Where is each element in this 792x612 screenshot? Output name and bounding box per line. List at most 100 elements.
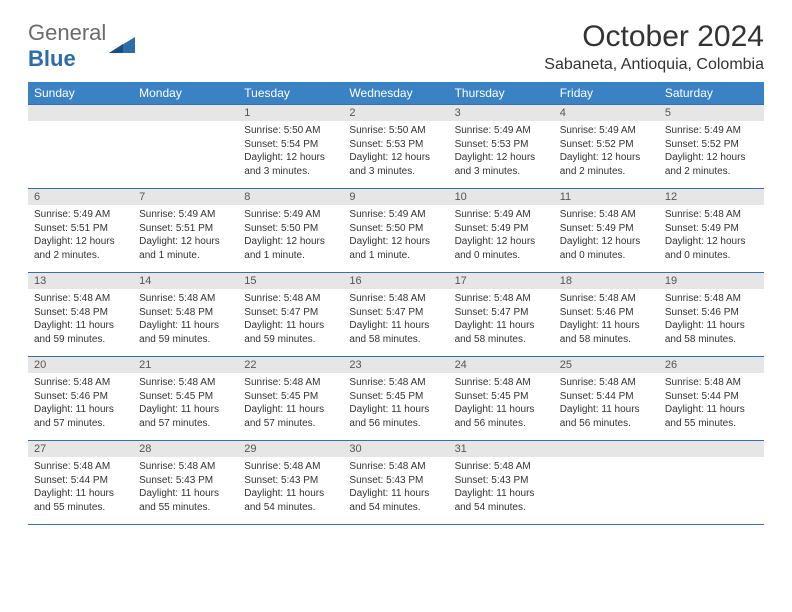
calendar-cell: 11Sunrise: 5:48 AMSunset: 5:49 PMDayligh… [554, 189, 659, 273]
calendar-cell: 13Sunrise: 5:48 AMSunset: 5:48 PMDayligh… [28, 273, 133, 357]
calendar-week: 27Sunrise: 5:48 AMSunset: 5:44 PMDayligh… [28, 441, 764, 525]
day-number: 1 [238, 105, 343, 121]
day-number: 31 [449, 441, 554, 457]
calendar-cell: 20Sunrise: 5:48 AMSunset: 5:46 PMDayligh… [28, 357, 133, 441]
day-number: 4 [554, 105, 659, 121]
calendar-cell: 31Sunrise: 5:48 AMSunset: 5:43 PMDayligh… [449, 441, 554, 525]
day-details: Sunrise: 5:48 AMSunset: 5:43 PMDaylight:… [343, 457, 448, 518]
calendar-week: 6Sunrise: 5:49 AMSunset: 5:51 PMDaylight… [28, 189, 764, 273]
day-number: 21 [133, 357, 238, 373]
calendar-cell: 17Sunrise: 5:48 AMSunset: 5:47 PMDayligh… [449, 273, 554, 357]
day-details: Sunrise: 5:48 AMSunset: 5:43 PMDaylight:… [449, 457, 554, 518]
calendar-cell [554, 441, 659, 525]
calendar-cell: 4Sunrise: 5:49 AMSunset: 5:52 PMDaylight… [554, 105, 659, 189]
header: General Blue October 2024 Sabaneta, Anti… [28, 20, 764, 74]
day-number: 14 [133, 273, 238, 289]
day-number [28, 105, 133, 121]
day-details: Sunrise: 5:48 AMSunset: 5:45 PMDaylight:… [343, 373, 448, 434]
calendar-cell [133, 105, 238, 189]
day-number [133, 105, 238, 121]
day-details: Sunrise: 5:49 AMSunset: 5:49 PMDaylight:… [449, 205, 554, 266]
day-number: 30 [343, 441, 448, 457]
day-number: 10 [449, 189, 554, 205]
calendar-cell [28, 105, 133, 189]
day-header: Saturday [659, 82, 764, 105]
calendar-cell: 25Sunrise: 5:48 AMSunset: 5:44 PMDayligh… [554, 357, 659, 441]
day-number: 25 [554, 357, 659, 373]
day-number [554, 441, 659, 457]
brand-word1: General [28, 20, 106, 45]
day-details: Sunrise: 5:48 AMSunset: 5:45 PMDaylight:… [238, 373, 343, 434]
day-details: Sunrise: 5:49 AMSunset: 5:51 PMDaylight:… [28, 205, 133, 266]
day-header: Monday [133, 82, 238, 105]
day-details: Sunrise: 5:49 AMSunset: 5:53 PMDaylight:… [449, 121, 554, 182]
day-details: Sunrise: 5:48 AMSunset: 5:44 PMDaylight:… [659, 373, 764, 434]
day-number: 2 [343, 105, 448, 121]
day-number: 26 [659, 357, 764, 373]
brand-triangle-icon [109, 35, 139, 57]
calendar-cell: 30Sunrise: 5:48 AMSunset: 5:43 PMDayligh… [343, 441, 448, 525]
day-header-row: SundayMondayTuesdayWednesdayThursdayFrid… [28, 82, 764, 105]
calendar-week: 1Sunrise: 5:50 AMSunset: 5:54 PMDaylight… [28, 105, 764, 189]
month-title: October 2024 [544, 20, 764, 54]
calendar-cell: 29Sunrise: 5:48 AMSunset: 5:43 PMDayligh… [238, 441, 343, 525]
day-number: 9 [343, 189, 448, 205]
calendar-cell: 1Sunrise: 5:50 AMSunset: 5:54 PMDaylight… [238, 105, 343, 189]
calendar-cell: 15Sunrise: 5:48 AMSunset: 5:47 PMDayligh… [238, 273, 343, 357]
day-details: Sunrise: 5:49 AMSunset: 5:51 PMDaylight:… [133, 205, 238, 266]
day-number: 24 [449, 357, 554, 373]
day-details: Sunrise: 5:49 AMSunset: 5:50 PMDaylight:… [238, 205, 343, 266]
day-number: 3 [449, 105, 554, 121]
calendar-cell: 24Sunrise: 5:48 AMSunset: 5:45 PMDayligh… [449, 357, 554, 441]
calendar-cell: 19Sunrise: 5:48 AMSunset: 5:46 PMDayligh… [659, 273, 764, 357]
calendar-cell [659, 441, 764, 525]
day-number [659, 441, 764, 457]
calendar-cell: 3Sunrise: 5:49 AMSunset: 5:53 PMDaylight… [449, 105, 554, 189]
day-header: Friday [554, 82, 659, 105]
calendar-cell: 16Sunrise: 5:48 AMSunset: 5:47 PMDayligh… [343, 273, 448, 357]
day-details: Sunrise: 5:48 AMSunset: 5:46 PMDaylight:… [28, 373, 133, 434]
calendar-cell: 27Sunrise: 5:48 AMSunset: 5:44 PMDayligh… [28, 441, 133, 525]
day-details: Sunrise: 5:49 AMSunset: 5:52 PMDaylight:… [659, 121, 764, 182]
day-details: Sunrise: 5:48 AMSunset: 5:46 PMDaylight:… [659, 289, 764, 350]
day-number: 23 [343, 357, 448, 373]
day-number: 19 [659, 273, 764, 289]
day-details: Sunrise: 5:48 AMSunset: 5:43 PMDaylight:… [238, 457, 343, 518]
day-details: Sunrise: 5:48 AMSunset: 5:47 PMDaylight:… [449, 289, 554, 350]
day-details: Sunrise: 5:48 AMSunset: 5:45 PMDaylight:… [133, 373, 238, 434]
day-number: 28 [133, 441, 238, 457]
day-number: 6 [28, 189, 133, 205]
calendar-week: 20Sunrise: 5:48 AMSunset: 5:46 PMDayligh… [28, 357, 764, 441]
day-details: Sunrise: 5:48 AMSunset: 5:49 PMDaylight:… [554, 205, 659, 266]
calendar-cell: 6Sunrise: 5:49 AMSunset: 5:51 PMDaylight… [28, 189, 133, 273]
day-number: 11 [554, 189, 659, 205]
day-header: Sunday [28, 82, 133, 105]
day-details: Sunrise: 5:48 AMSunset: 5:44 PMDaylight:… [554, 373, 659, 434]
day-details: Sunrise: 5:48 AMSunset: 5:49 PMDaylight:… [659, 205, 764, 266]
day-details: Sunrise: 5:48 AMSunset: 5:48 PMDaylight:… [133, 289, 238, 350]
day-number: 17 [449, 273, 554, 289]
day-details: Sunrise: 5:48 AMSunset: 5:45 PMDaylight:… [449, 373, 554, 434]
day-number: 16 [343, 273, 448, 289]
calendar-cell: 12Sunrise: 5:48 AMSunset: 5:49 PMDayligh… [659, 189, 764, 273]
calendar-cell: 14Sunrise: 5:48 AMSunset: 5:48 PMDayligh… [133, 273, 238, 357]
day-details: Sunrise: 5:48 AMSunset: 5:46 PMDaylight:… [554, 289, 659, 350]
calendar-cell: 9Sunrise: 5:49 AMSunset: 5:50 PMDaylight… [343, 189, 448, 273]
title-block: October 2024 Sabaneta, Antioquia, Colomb… [544, 20, 764, 74]
calendar-cell: 23Sunrise: 5:48 AMSunset: 5:45 PMDayligh… [343, 357, 448, 441]
calendar-cell: 10Sunrise: 5:49 AMSunset: 5:49 PMDayligh… [449, 189, 554, 273]
day-number: 18 [554, 273, 659, 289]
calendar-cell: 22Sunrise: 5:48 AMSunset: 5:45 PMDayligh… [238, 357, 343, 441]
calendar-cell: 28Sunrise: 5:48 AMSunset: 5:43 PMDayligh… [133, 441, 238, 525]
day-details: Sunrise: 5:49 AMSunset: 5:50 PMDaylight:… [343, 205, 448, 266]
day-number: 15 [238, 273, 343, 289]
calendar-body: 1Sunrise: 5:50 AMSunset: 5:54 PMDaylight… [28, 105, 764, 525]
calendar-cell: 8Sunrise: 5:49 AMSunset: 5:50 PMDaylight… [238, 189, 343, 273]
day-header: Wednesday [343, 82, 448, 105]
calendar-cell: 2Sunrise: 5:50 AMSunset: 5:53 PMDaylight… [343, 105, 448, 189]
day-number: 29 [238, 441, 343, 457]
day-number: 8 [238, 189, 343, 205]
day-details: Sunrise: 5:48 AMSunset: 5:44 PMDaylight:… [28, 457, 133, 518]
day-number: 22 [238, 357, 343, 373]
day-details: Sunrise: 5:48 AMSunset: 5:47 PMDaylight:… [343, 289, 448, 350]
